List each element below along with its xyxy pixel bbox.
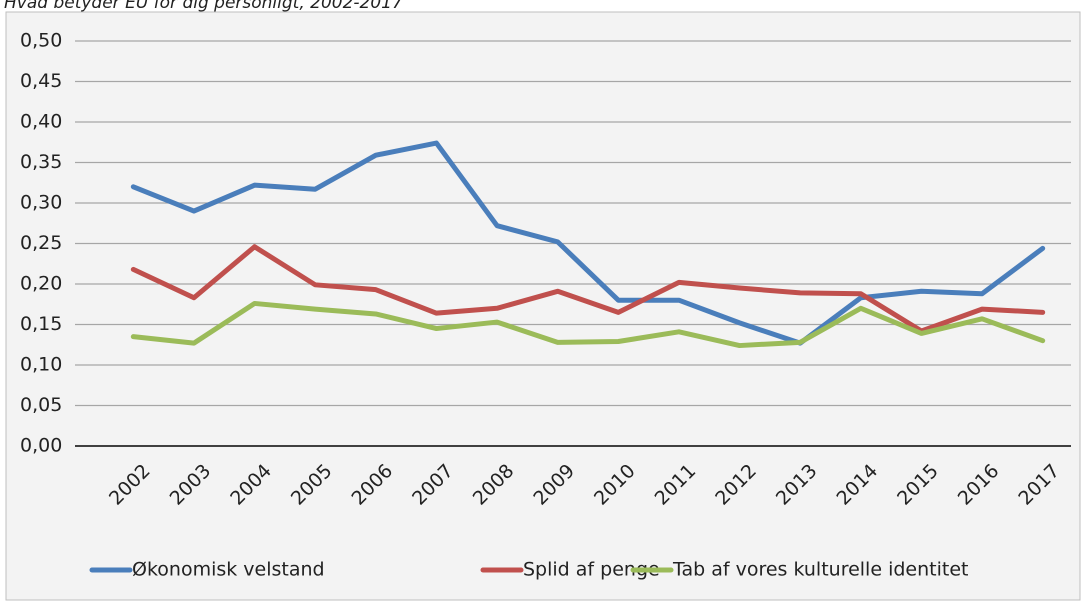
legend-label: Splid af penge: [523, 559, 660, 581]
y-tick-label: 0,35: [20, 151, 62, 173]
y-tick-label: 0,40: [20, 111, 62, 133]
series-line: [130, 300, 1046, 349]
y-tick-label: 0,20: [20, 273, 62, 295]
legend-label: Økonomisk velstand: [132, 559, 325, 581]
y-tick-label: 0,25: [20, 232, 62, 254]
chart-title: Hvad betyder EU for dig personligt, 2002…: [4, 0, 403, 13]
y-tick-label: 0,10: [20, 354, 62, 376]
y-tick-label: 0,05: [20, 394, 62, 416]
y-tick-label: 0,30: [20, 192, 62, 214]
chart-frame: [5, 11, 1081, 601]
series-line: [130, 140, 1046, 346]
legend-label: Tab af vores kulturelle identitet: [672, 559, 968, 581]
y-tick-label: 0,45: [20, 70, 62, 92]
series-line: [130, 244, 1046, 334]
y-tick-label: 0,50: [20, 30, 62, 52]
y-tick-label: 0,15: [20, 313, 62, 335]
y-tick-label: 0,00: [20, 435, 62, 457]
